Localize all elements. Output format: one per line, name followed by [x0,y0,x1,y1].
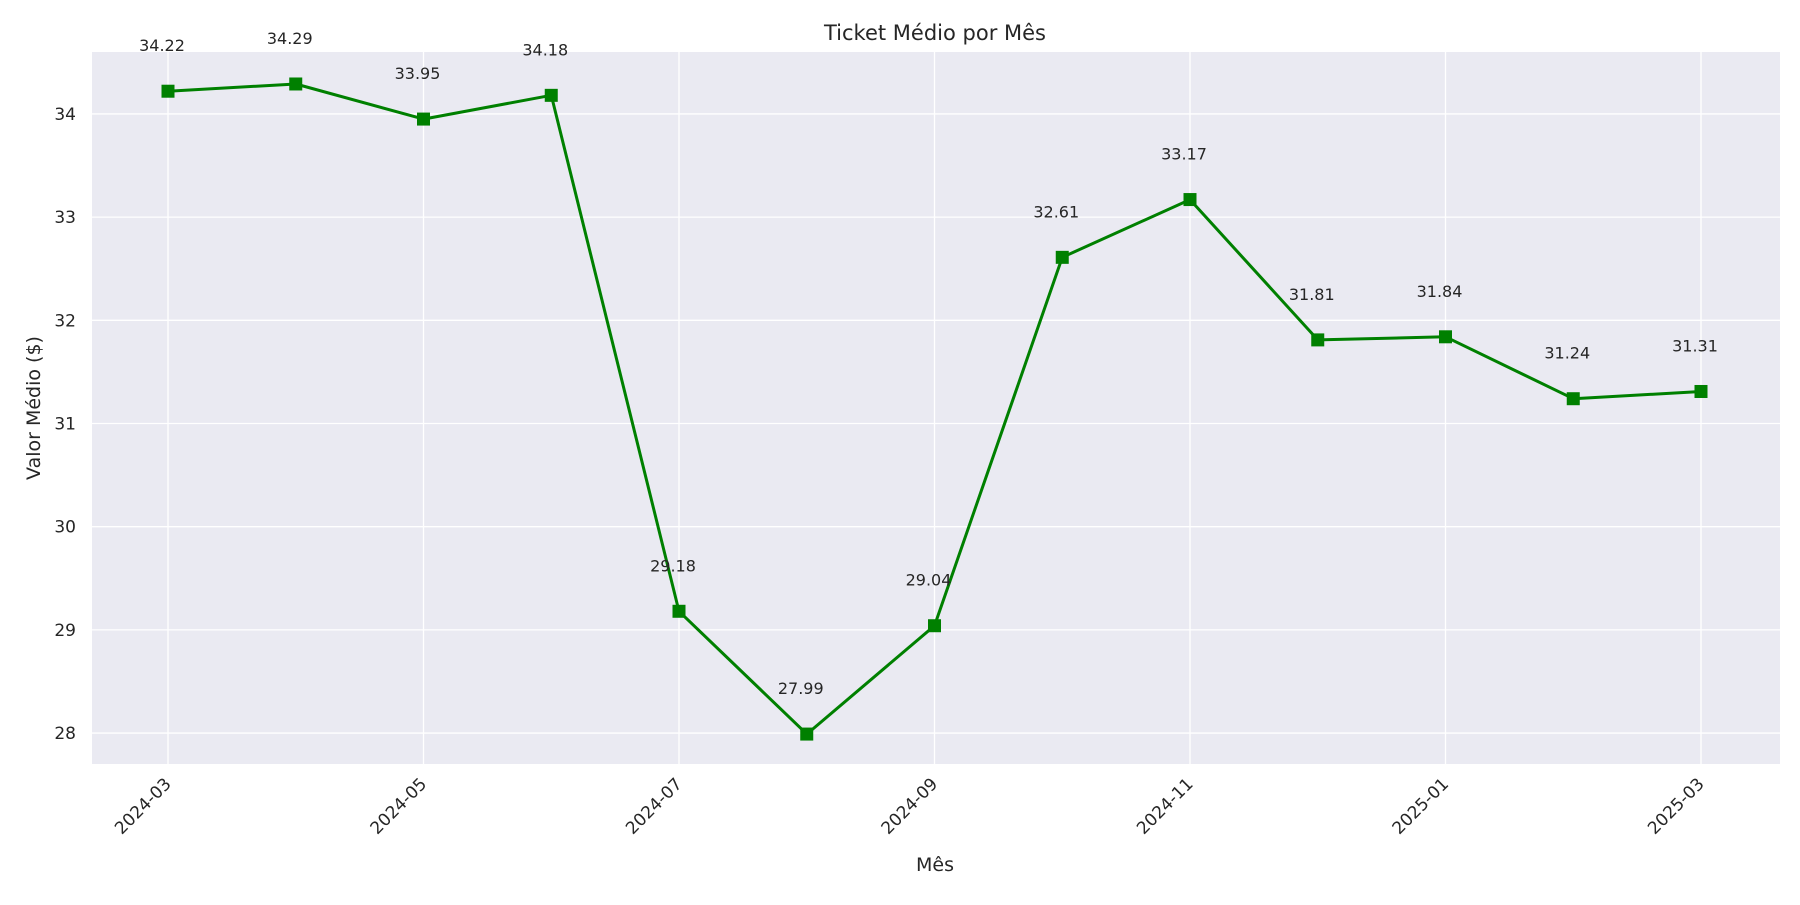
data-point [800,727,814,741]
x-tick-label: 2024-09 [878,774,942,838]
x-axis-ticks: 2024-03 2024-05 2024-07 2024-09 2024-11 2025-… [111,774,1708,838]
data-label: 29.18 [650,556,696,575]
x-tick-label: 2024-11 [1133,774,1197,838]
y-tick-label: 28 [54,724,76,744]
x-tick-label: 2024-07 [622,774,686,838]
data-point [161,84,175,98]
data-point [1439,330,1452,344]
data-label: 31.81 [1289,285,1335,304]
data-point [417,112,430,126]
data-label: 33.95 [395,64,441,83]
x-tick-label: 2024-03 [111,774,175,838]
data-label: 34.18 [522,40,568,59]
y-tick-label: 34 [54,105,76,125]
data-label: 27.99 [778,679,824,698]
y-axis-label: Valor Médio ($) [23,336,45,480]
plot-area [92,52,1780,764]
series: 34.22 34.29 33.95 34.18 29.18 27.99 29.04 32.61… [139,29,1718,741]
data-label: 34.22 [139,36,185,55]
x-tick-label: 2025-03 [1644,774,1708,838]
data-point [1694,384,1708,398]
y-grid [92,113,1780,734]
data-point [1055,250,1069,264]
x-tick-label: 2024-05 [367,774,431,838]
y-tick-label: 32 [54,311,76,331]
x-axis-label: Mês [916,854,954,876]
data-point [544,88,558,102]
data-point [289,77,303,91]
y-axis-ticks: 28 29 30 31 32 33 34 [54,105,76,744]
y-tick-label: 33 [54,208,76,228]
data-label: 33.17 [1161,145,1207,164]
data-label: 31.84 [1417,282,1463,301]
data-point [672,604,686,618]
data-label: 31.31 [1672,336,1718,355]
data-point [1183,193,1197,207]
data-point [928,619,941,633]
data-label: 31.24 [1544,344,1590,363]
y-tick-label: 31 [54,414,76,434]
data-label: 29.04 [906,571,952,590]
x-tick-label: 2025-01 [1389,774,1453,838]
chart-title: Ticket Médio por Mês [823,21,1046,45]
data-point [1566,392,1580,406]
data-label: 32.61 [1033,202,1079,221]
x-grid [167,52,1702,764]
y-tick-label: 30 [54,518,76,538]
y-tick-label: 29 [54,621,76,641]
data-point [1311,333,1325,347]
data-label: 34.29 [267,29,313,48]
